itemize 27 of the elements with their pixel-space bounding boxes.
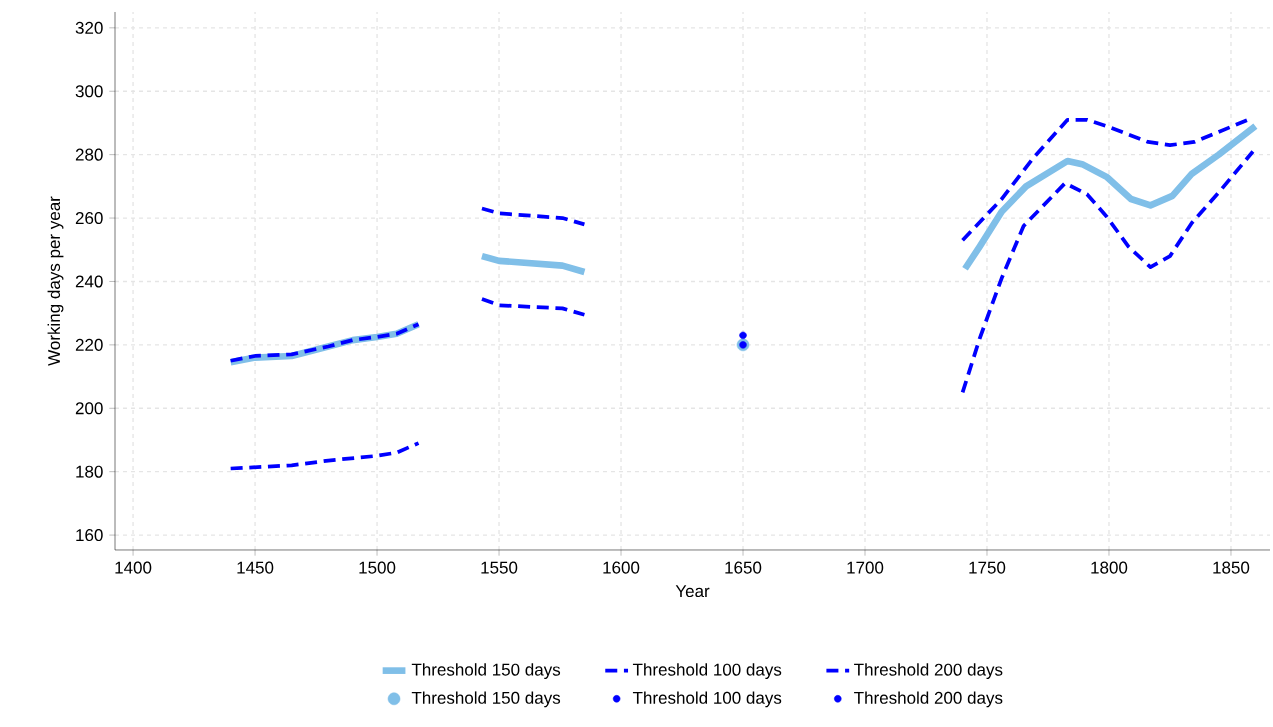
- y-tick-label: 280: [75, 148, 103, 161]
- y-tick-label: 300: [75, 85, 103, 98]
- legend-label: Threshold 200 days: [854, 663, 1003, 680]
- y-tick-label: 220: [75, 338, 103, 351]
- legend-label: Threshold 150 days: [411, 663, 561, 680]
- y-tick-label: 160: [76, 529, 103, 542]
- y-tick-label: 180: [76, 465, 103, 478]
- x-tick-label: 1750: [969, 561, 1006, 574]
- x-tick-label: 1500: [359, 561, 396, 574]
- y-tick-label: 320: [75, 21, 103, 34]
- x-tick-label: 1700: [847, 561, 884, 574]
- x-tick-label: 1400: [115, 561, 152, 574]
- legend-label: Threshold 200 days: [854, 691, 1003, 708]
- legend-label: Threshold 150 days: [411, 691, 561, 708]
- y-tick-label: 240: [75, 275, 103, 288]
- y-tick-label: 260: [75, 212, 103, 225]
- legend-label: Threshold 100 days: [632, 691, 782, 708]
- x-tick-label: 1450: [237, 561, 274, 574]
- x-tick-label: 1800: [1091, 561, 1128, 574]
- y-axis-title: Working days per year: [47, 196, 64, 366]
- legend-label: Threshold 100 days: [632, 663, 782, 680]
- x-tick-label: 1600: [603, 561, 640, 574]
- x-tick-label: 1850: [1213, 561, 1250, 574]
- x-tick-label: 1550: [481, 561, 518, 574]
- x-tick-label: 1650: [725, 561, 762, 574]
- x-axis-title: Year: [675, 585, 710, 598]
- y-tick-label: 200: [75, 402, 103, 415]
